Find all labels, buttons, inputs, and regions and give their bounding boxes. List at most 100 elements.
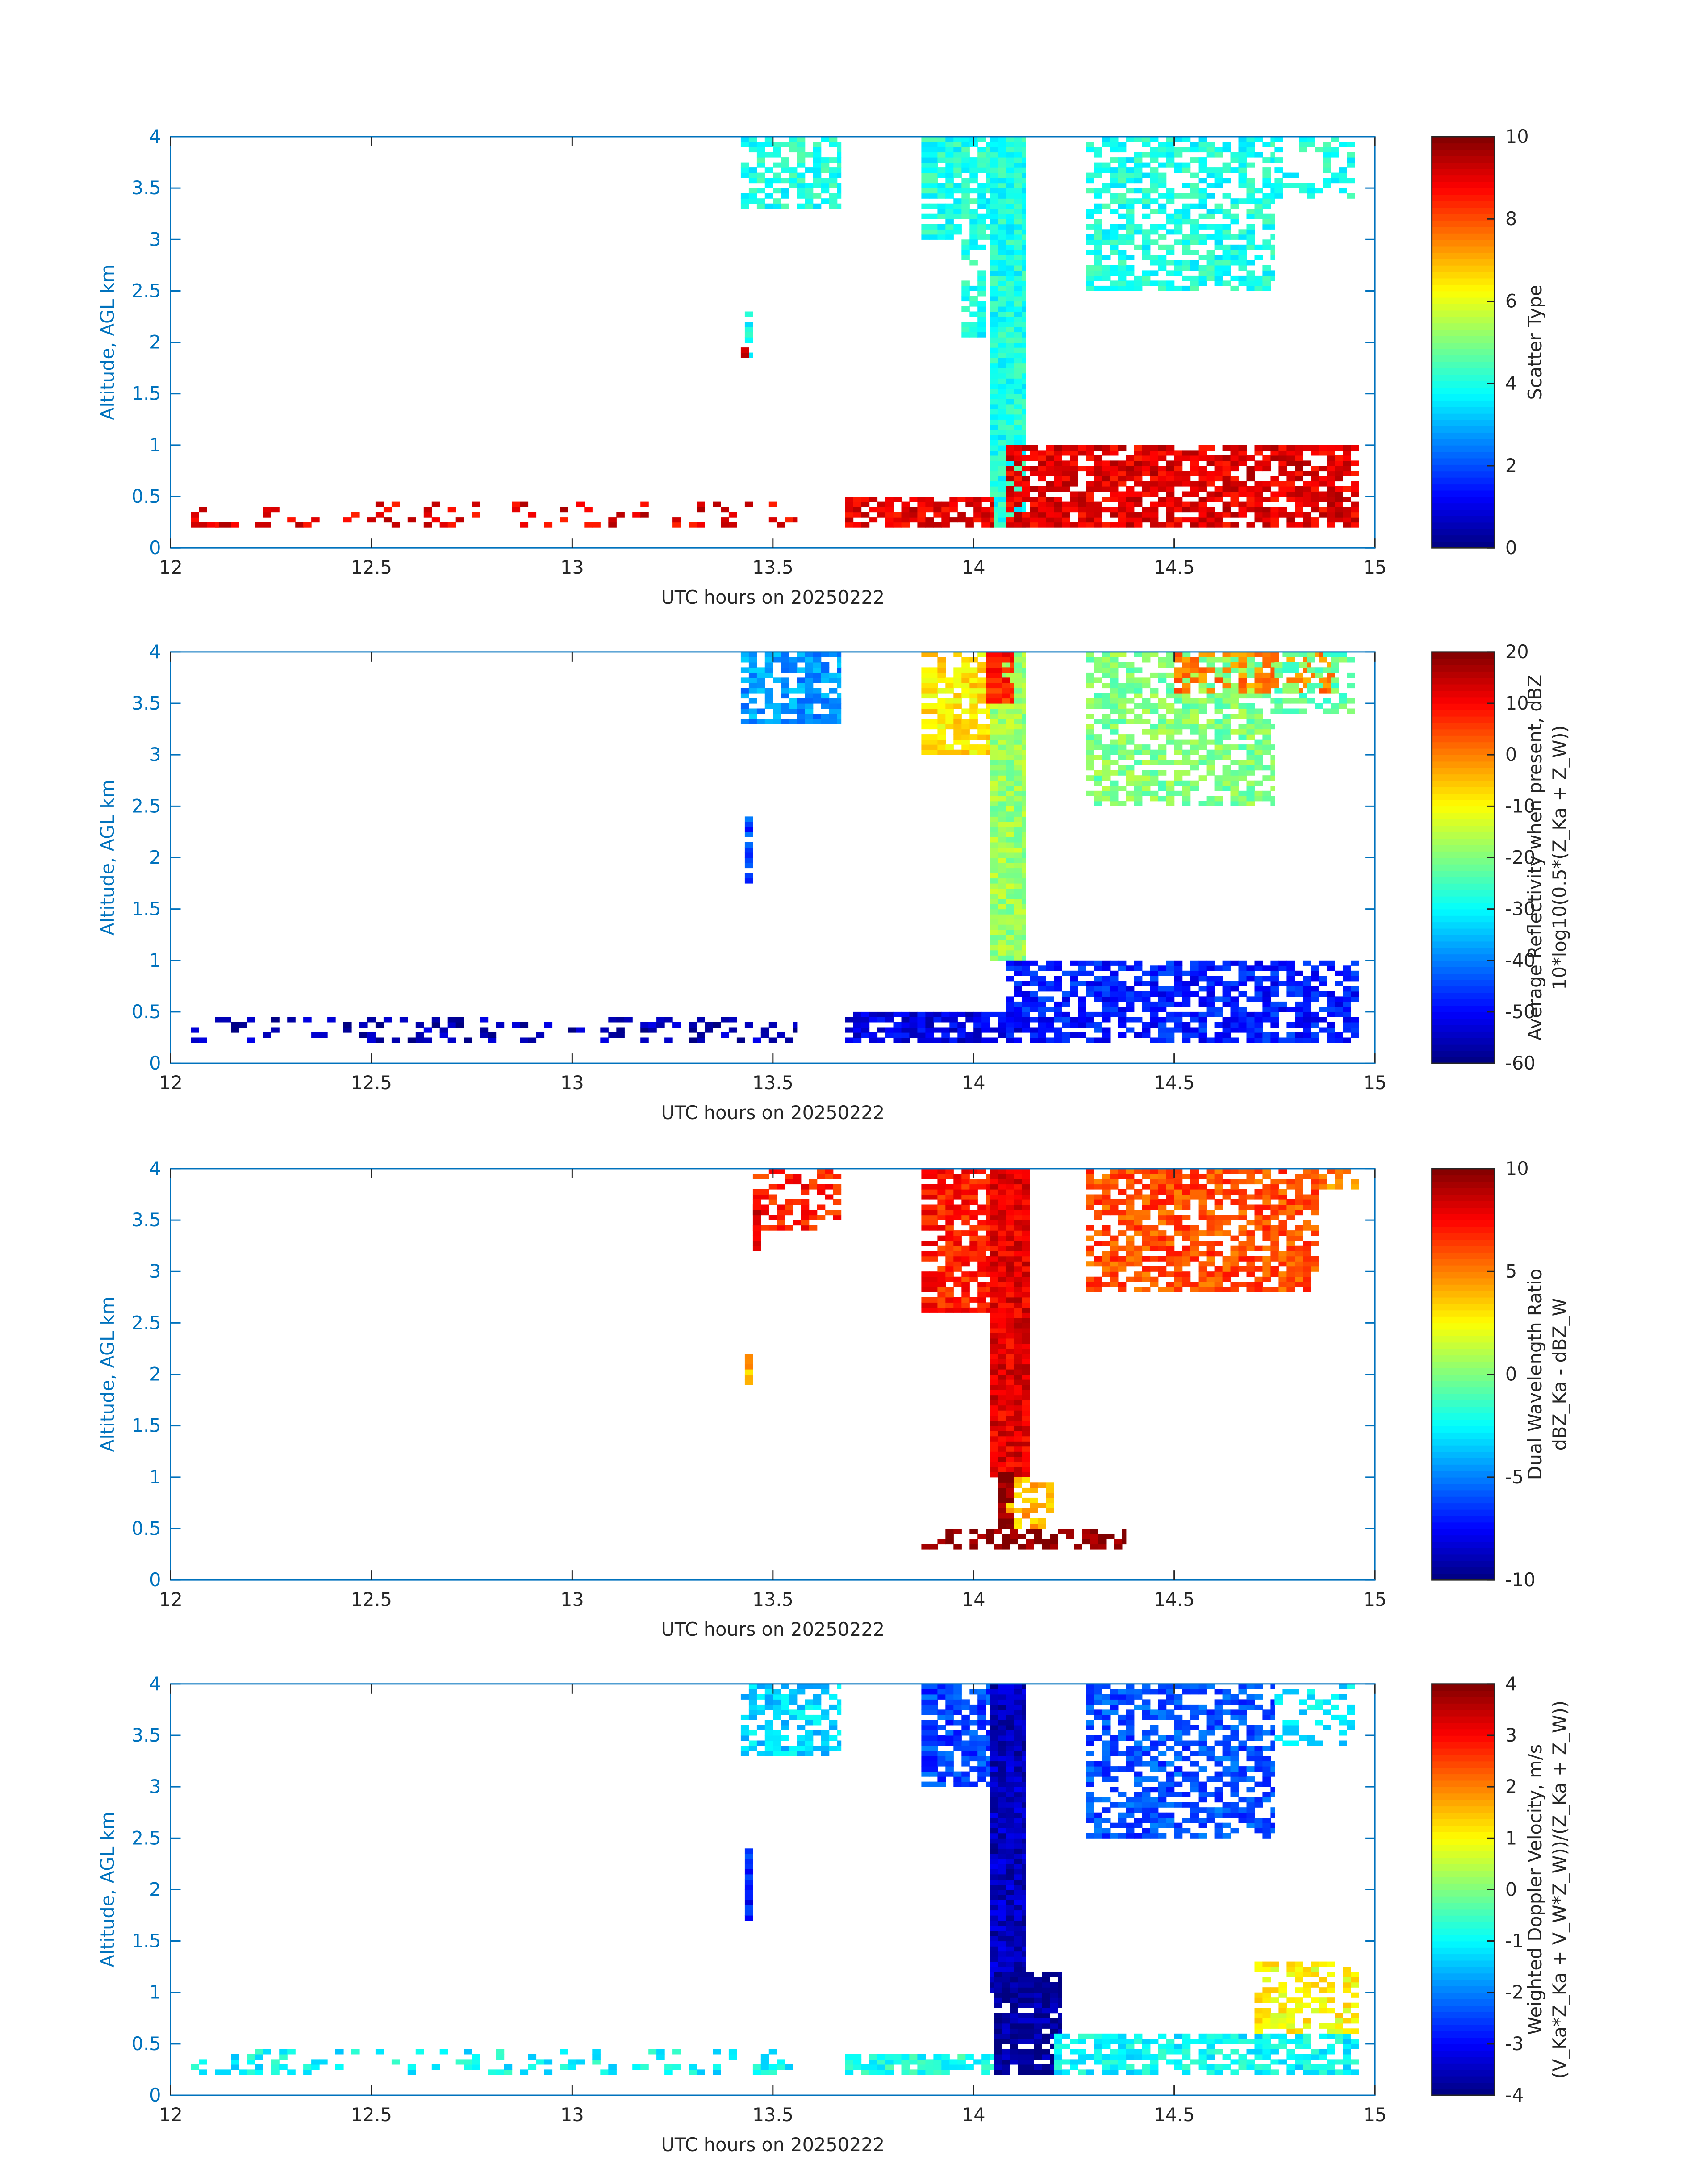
heatmap-cell — [1102, 1174, 1111, 1179]
heatmap-cell — [990, 1204, 998, 1210]
heatmap-cell — [1022, 275, 1026, 281]
heatmap-cell — [953, 1215, 962, 1220]
heatmap-cell — [998, 760, 1006, 765]
heatmap-cell — [1006, 342, 1014, 348]
heatmap-cell — [1214, 796, 1223, 802]
heatmap-cell — [805, 677, 814, 683]
heatmap-cell — [1022, 280, 1026, 286]
heatmap-cell — [1126, 1184, 1135, 1190]
heatmap-cell — [1343, 976, 1351, 982]
heatmap-cell — [813, 652, 822, 657]
heatmap-cell — [1022, 183, 1026, 188]
colorbar-tick-label: 0 — [1505, 537, 1517, 559]
heatmap-cell — [1214, 172, 1223, 178]
heatmap-cell — [969, 1225, 978, 1231]
heatmap-cell — [853, 512, 862, 518]
heatmap-cell — [929, 739, 938, 745]
heatmap-cell — [869, 517, 878, 523]
heatmap-cell — [1182, 265, 1191, 271]
heatmap-cell — [1206, 445, 1215, 451]
heatmap-cell — [945, 183, 954, 188]
heatmap-cell — [1254, 677, 1263, 683]
heatmap-cell — [1182, 1282, 1191, 1287]
heatmap-cell — [1014, 157, 1022, 163]
heatmap-cell — [986, 698, 994, 704]
heatmap-cell — [909, 1032, 918, 1038]
heatmap-cell — [998, 1415, 1006, 1421]
heatmap-cell — [1006, 996, 1014, 1002]
heatmap-cell — [1102, 1037, 1111, 1043]
heatmap-cell — [1166, 198, 1175, 204]
heatmap-cell — [953, 1282, 962, 1287]
heatmap-cell — [1319, 507, 1327, 513]
heatmap-cell — [1134, 775, 1143, 781]
heatmap-cell — [1174, 1225, 1183, 1231]
heatmap-cell — [1214, 672, 1223, 678]
heatmap-cell — [1102, 662, 1111, 668]
heatmap-cell — [998, 734, 1006, 740]
heatmap-cell — [998, 1374, 1006, 1380]
heatmap-cell — [1351, 471, 1359, 476]
heatmap-cell — [977, 1292, 986, 1298]
heatmap-cell — [1214, 209, 1223, 214]
heatmap-cell — [1270, 188, 1275, 194]
heatmap-cell — [994, 688, 1002, 694]
heatmap-cell — [1022, 924, 1026, 930]
heatmap-cell — [764, 698, 773, 704]
heatmap-cell — [1126, 1256, 1135, 1262]
heatmap-cell — [1070, 1022, 1078, 1028]
heatmap-cell — [1214, 780, 1223, 786]
heatmap-cell — [1006, 363, 1014, 368]
heatmap-cell — [1150, 198, 1159, 204]
heatmap-cell — [885, 512, 894, 518]
heatmap-cell — [805, 672, 814, 678]
heatmap-cell — [1335, 471, 1343, 476]
heatmap-cell — [977, 1210, 986, 1216]
heatmap-cell — [921, 234, 930, 240]
heatmap-cell — [990, 1168, 998, 1174]
heatmap-cell — [998, 1276, 1006, 1282]
heatmap-cell — [1166, 1179, 1175, 1185]
heatmap-cell — [689, 1022, 697, 1028]
heatmap-cell — [1102, 652, 1111, 657]
heatmap-cell — [191, 1037, 199, 1043]
heatmap-cell — [977, 1220, 986, 1226]
heatmap-cell — [1126, 1017, 1135, 1023]
heatmap-cell — [1246, 275, 1255, 281]
heatmap-cell — [1166, 996, 1175, 1002]
heatmap-cell — [1286, 450, 1295, 456]
heatmap-cell — [773, 719, 781, 724]
heatmap-cell — [1014, 1199, 1022, 1205]
heatmap-cell — [1022, 239, 1026, 245]
heatmap-cell — [921, 749, 930, 755]
heatmap-cell — [969, 244, 978, 250]
heatmap-cell — [994, 677, 1002, 683]
heatmap-cell — [1014, 497, 1022, 502]
heatmap-cell — [1222, 209, 1231, 214]
heatmap-cell — [1110, 137, 1119, 142]
heatmap-cell — [998, 883, 1006, 889]
heatmap-cell — [961, 1292, 970, 1298]
colorbar-swatch — [1432, 374, 1495, 381]
heatmap-cell — [1014, 1482, 1022, 1488]
heatmap-cell — [740, 167, 749, 173]
heatmap-cell — [1254, 280, 1263, 286]
heatmap-cell — [945, 1189, 954, 1195]
heatmap-cell — [1214, 167, 1223, 173]
heatmap-cell — [773, 708, 781, 714]
heatmap-cell — [969, 698, 978, 704]
heatmap-cell — [1206, 507, 1215, 513]
heatmap-cell — [1014, 857, 1022, 863]
heatmap-cell — [777, 1225, 785, 1231]
heatmap-cell — [1182, 739, 1191, 745]
heatmap-cell — [744, 821, 753, 827]
heatmap-cell — [1198, 801, 1207, 806]
heatmap-cell — [961, 1256, 970, 1262]
heatmap-cell — [1307, 183, 1315, 188]
heatmap-cell — [1214, 708, 1223, 714]
heatmap-cell — [1214, 476, 1223, 482]
heatmap-cell — [1022, 1497, 1030, 1503]
heatmap-cell — [1022, 1179, 1030, 1185]
heatmap-cell — [1270, 976, 1279, 982]
heatmap-cell — [1134, 244, 1143, 250]
